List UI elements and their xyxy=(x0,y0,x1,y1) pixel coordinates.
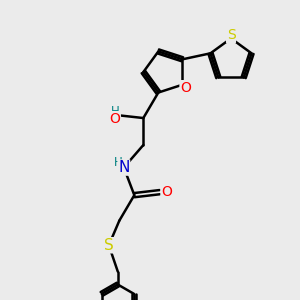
Text: S: S xyxy=(226,28,236,42)
Text: O: O xyxy=(110,112,120,126)
Text: O: O xyxy=(161,185,172,199)
Text: H: H xyxy=(110,105,119,118)
Text: N: N xyxy=(118,160,130,175)
Text: S: S xyxy=(104,238,114,253)
Text: H: H xyxy=(114,156,123,169)
Text: O: O xyxy=(180,81,191,95)
